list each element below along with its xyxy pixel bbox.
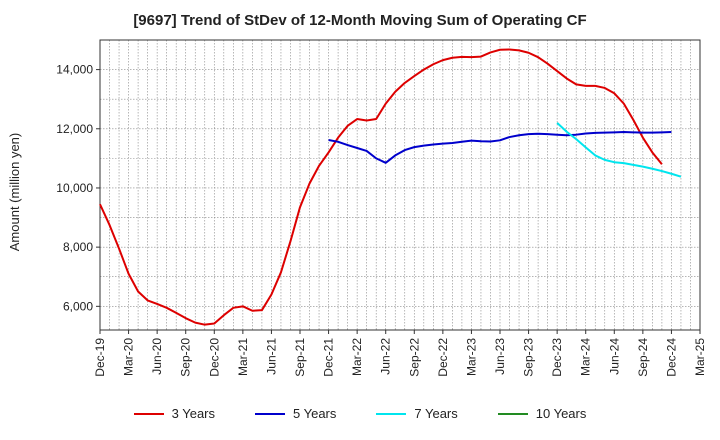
x-tick-label: Mar-24 (579, 338, 593, 376)
x-tick-label: Jun-21 (264, 338, 278, 375)
y-tick-label: 12,000 (56, 122, 93, 136)
x-tick-label: Dec-22 (436, 338, 450, 377)
x-tick-label: Sep-22 (407, 338, 421, 377)
x-tick-label: Sep-23 (522, 338, 536, 377)
y-tick-label: 8,000 (63, 240, 93, 254)
legend-swatch (133, 412, 164, 415)
y-axis-label: Amount (million yen) (7, 133, 22, 252)
axis-layer: 6,000 8,000 10,000 12,000 14,000 Dec-19 Mar-20… (56, 39, 707, 377)
x-tick-label: Dec-21 (322, 338, 336, 377)
x-tick-label: Jun-22 (379, 338, 393, 375)
series-line-7-years (556, 122, 682, 178)
legend-label: 5 Years (293, 406, 337, 421)
legend-item: 10 Years (497, 406, 587, 421)
chart-title: [9697] Trend of StDev of 12-Month Moving… (133, 12, 587, 29)
x-tick-label: Sep-24 (636, 338, 650, 377)
legend-item: 3 Years (133, 406, 215, 421)
x-tick-label: Jun-23 (493, 338, 507, 375)
x-tick-label: Sep-21 (293, 338, 307, 377)
legend-item: 7 Years (376, 406, 458, 421)
x-tick-label: Mar-25 (693, 338, 707, 376)
x-tick-label: Mar-23 (464, 338, 478, 376)
legend-swatch (376, 412, 407, 415)
y-tick-label: 6,000 (63, 299, 93, 313)
x-tick-label: Dec-23 (550, 338, 564, 377)
legend-item: 5 Years (255, 406, 336, 421)
legend-label: 10 Years (535, 406, 587, 421)
grid-layer (99, 40, 701, 330)
x-tick-label: Jun-24 (607, 338, 621, 375)
plot-border (99, 39, 701, 331)
y-tick-label: 14,000 (56, 63, 93, 77)
x-tick-label: Jun-20 (150, 338, 164, 375)
x-tick-label: Mar-20 (122, 338, 136, 376)
legend: 3 Years 5 Years 7 Years 10 Years (0, 406, 720, 421)
x-tick-label: Dec-20 (207, 338, 221, 377)
legend-label: 7 Years (414, 406, 458, 421)
x-tick-label: Sep-20 (179, 338, 193, 377)
y-tick-label: 10,000 (56, 181, 93, 195)
series-layer (99, 48, 682, 326)
legend-label: 3 Years (171, 406, 215, 421)
x-tick-label: Mar-22 (350, 338, 364, 376)
x-tick-label: Dec-19 (93, 338, 107, 377)
legend-swatch (497, 412, 528, 415)
x-tick-label: Mar-21 (236, 338, 250, 376)
x-tick-label: Dec-24 (664, 338, 678, 377)
series-line-5-years (328, 131, 672, 164)
series-line-3-years (99, 48, 663, 326)
legend-swatch (255, 412, 285, 415)
